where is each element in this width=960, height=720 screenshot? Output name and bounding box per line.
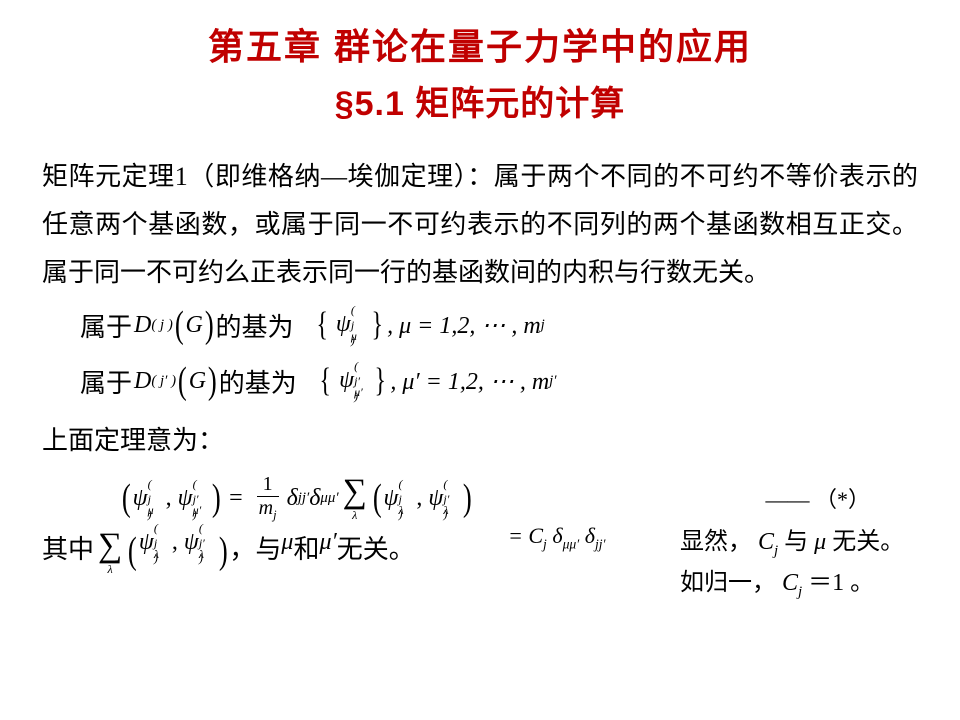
sub: λ — [399, 503, 404, 518]
mu: μ — [281, 529, 293, 556]
delta1-sub: jj′ — [298, 490, 310, 507]
sub: λ — [443, 503, 448, 518]
meaning-line: 上面定理意为： — [0, 409, 960, 465]
n1e: 无关。 — [832, 529, 904, 555]
den-sub: j — [273, 508, 276, 522]
n1a: 显然， — [680, 529, 752, 555]
main-formula: ( ψ( j )μ , ψ( j′ )μ′ ) = 1 mj δjj′ δμμ′… — [0, 465, 960, 527]
bottom-row: 其中 ∑ λ ( ψ( j )λ , ψ( j′ )λ ) ，与 μ 和 μ′ … — [0, 527, 960, 575]
n1b: C — [758, 529, 774, 555]
sub: μ — [148, 503, 154, 518]
rep-sup-jp: ( j′ ) — [151, 373, 176, 390]
psi-sub: μ — [351, 329, 357, 344]
prefix: 属于 — [80, 363, 132, 400]
chapter-title: 第五章 群论在量子力学中的应用 — [0, 18, 960, 70]
post: 无关。 — [337, 529, 415, 566]
mid2: 和 — [293, 529, 319, 566]
n1sub: j — [774, 543, 778, 559]
title-block: 第五章 群论在量子力学中的应用 §5.1 矩阵元的计算 — [0, 0, 960, 125]
right-notes: 显然， Cj 与 μ 无关。 如归一， Cj ＝1 。 — [680, 523, 940, 604]
post: 的基为 — [216, 307, 294, 344]
sum-index: λ — [108, 563, 113, 575]
mu-prime: μ′ — [319, 529, 336, 556]
eq: = C — [508, 523, 543, 548]
delta1: δ — [287, 485, 298, 512]
n2c: ＝1 。 — [808, 570, 874, 596]
star-label: —— （*） — [765, 482, 870, 514]
den-var: m — [259, 497, 273, 519]
d1s: μμ′ — [563, 537, 580, 552]
psi-sub: μ′ — [354, 385, 363, 400]
sum-symbol: ∑ λ — [343, 475, 367, 521]
d2: δ — [585, 523, 595, 548]
n2a: 如归一， — [680, 570, 776, 596]
delta2-sub: μμ′ — [320, 490, 338, 507]
d2s: jj′ — [595, 537, 606, 552]
basis-line-j: 属于 D( j ) (G) 的基为 { ψ( j )μ } , μ = 1,2,… — [0, 297, 960, 353]
prefix: 属于 — [80, 307, 132, 344]
where-label: 其中 — [42, 529, 94, 566]
basis-line-jprime: 属于 D( j′ ) (G) 的基为 { ψ( j′ )μ′ } , μ′ = … — [0, 353, 960, 409]
range-jp: , μ′ = 1,2, ⋯ , m — [390, 367, 549, 396]
delta2: δ — [309, 485, 320, 512]
range-sub: j — [541, 317, 545, 334]
n2b: C — [782, 570, 798, 596]
mid1: ，与 — [229, 529, 281, 566]
theorem-text: 矩阵元定理1（即维格纳—埃伽定理）：属于两个不同的不可约不等价表示的任意两个基函… — [0, 125, 960, 297]
sum-index: λ — [352, 509, 357, 521]
fraction: 1 mj — [253, 473, 283, 523]
section-title: §5.1 矩阵元的计算 — [0, 76, 960, 125]
rep-sup-j: ( j ) — [151, 317, 172, 334]
n1d: μ — [814, 529, 826, 555]
sub: μ′ — [193, 503, 202, 518]
callout-box: = Cj δμμ′ δjj′ — [498, 517, 648, 612]
d1: δ — [552, 523, 562, 548]
sub: λ — [199, 547, 204, 562]
sub: λ — [154, 547, 159, 562]
csub: j — [543, 537, 547, 552]
sum-symbol-2: ∑ λ — [98, 529, 122, 575]
numerator: 1 — [257, 473, 279, 497]
post: 的基为 — [219, 363, 297, 400]
n1c: 与 — [784, 529, 808, 555]
range-j: , μ = 1,2, ⋯ , m — [387, 311, 541, 340]
range-sub: j′ — [549, 373, 556, 390]
n2sub: j — [798, 584, 802, 600]
